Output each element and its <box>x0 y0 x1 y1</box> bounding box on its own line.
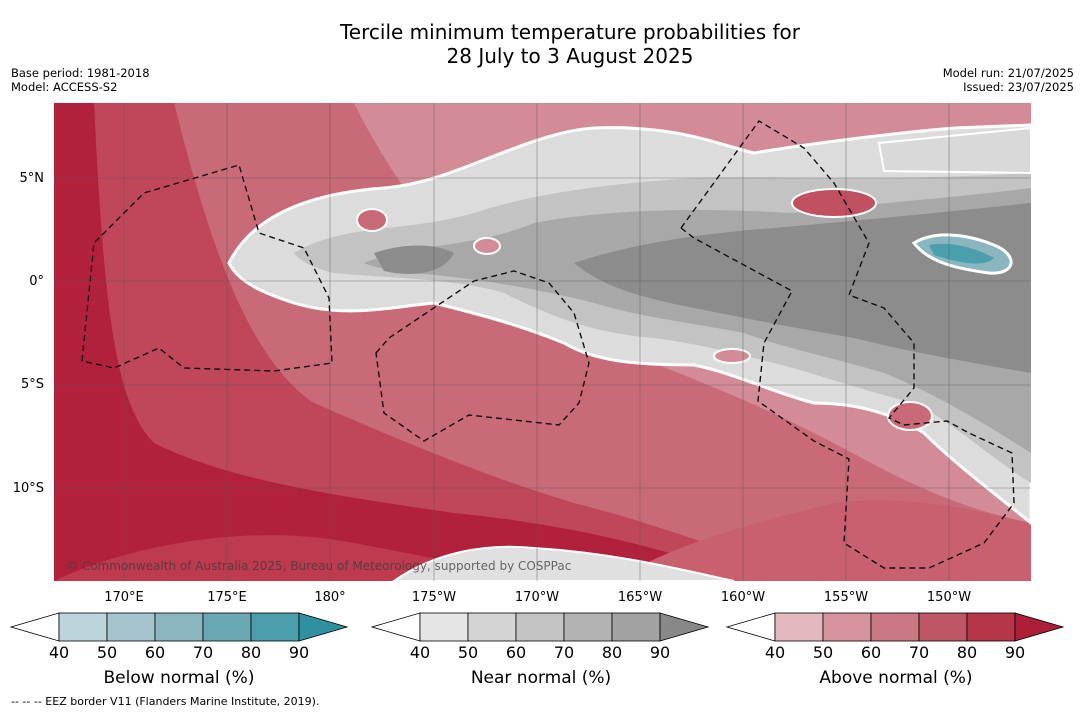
colorbar-1 <box>370 612 710 642</box>
tick: 80 <box>601 643 623 662</box>
tick: 50 <box>812 643 834 662</box>
colorbar-2 <box>725 612 1065 642</box>
above-normal-label: Above normal (%) <box>819 668 973 688</box>
tick: 50 <box>96 643 118 662</box>
colorbar-extend-high <box>1014 612 1065 642</box>
tick: 90 <box>649 643 671 662</box>
colorbar-segment <box>154 612 204 642</box>
lon-label: 170°E <box>104 590 144 605</box>
red-patch <box>356 208 388 232</box>
tick: 80 <box>240 643 262 662</box>
colorbar-extend-high <box>298 612 349 642</box>
model-name: Model: ACCESS-S2 <box>11 80 118 94</box>
colorbar-extend-low <box>725 612 776 642</box>
tick: 60 <box>505 643 527 662</box>
colorbar-segment <box>515 612 565 642</box>
colorbar-segment <box>250 612 300 642</box>
tick: 40 <box>409 643 431 662</box>
colorbar-segment <box>58 612 108 642</box>
colorbar-segment <box>870 612 920 642</box>
tick: 50 <box>457 643 479 662</box>
lon-label: 155°W <box>823 590 869 605</box>
colorbar-extend-low <box>370 612 421 642</box>
tick: 80 <box>956 643 978 662</box>
title-line-2: 28 July to 3 August 2025 <box>446 44 694 68</box>
near-south-patch <box>392 545 735 581</box>
lat-label: 0° <box>29 274 44 289</box>
lon-label: 170°W <box>514 590 560 605</box>
tick: 70 <box>908 643 930 662</box>
lon-label: 165°W <box>617 590 663 605</box>
colorbar-0 <box>9 612 349 642</box>
colorbar-segment <box>467 612 517 642</box>
colorbar-segment <box>774 612 824 642</box>
lon-label: 175°W <box>411 590 457 605</box>
copyright-text: © Commonwealth of Australia 2025, Bureau… <box>66 559 572 573</box>
colorbar-segment <box>202 612 252 642</box>
lat-label: 10°S <box>12 481 44 496</box>
red-patch <box>713 348 751 364</box>
eez-footnote: -- -- -- EEZ border V11 (Flanders Marine… <box>11 695 320 708</box>
title-line-1: Tercile minimum temperature probabilitie… <box>339 20 801 44</box>
eez-borders <box>81 120 1015 569</box>
tick: 60 <box>144 643 166 662</box>
above-south-band <box>614 500 1031 581</box>
tick: 60 <box>860 643 882 662</box>
colorbar-segment <box>611 612 661 642</box>
colorbar-segment <box>966 612 1016 642</box>
base-period: Base period: 1981-2018 <box>11 66 150 80</box>
tick: 40 <box>764 643 786 662</box>
colorbar-segment <box>822 612 872 642</box>
near-normal-label: Near normal (%) <box>470 668 612 688</box>
issued-date: Issued: 23/07/2025 <box>963 80 1074 94</box>
lat-label: 5°S <box>20 377 44 392</box>
tick: 90 <box>1004 643 1026 662</box>
colorbar-extend-low <box>9 612 60 642</box>
colorbar-extend-high <box>659 612 710 642</box>
lon-label: 160°W <box>720 590 766 605</box>
tick: 40 <box>48 643 70 662</box>
lon-label: 150°W <box>926 590 972 605</box>
near-ne-patch <box>877 126 1031 175</box>
red-patch <box>887 401 933 431</box>
colorbar-segment <box>419 612 469 642</box>
colorbars <box>9 612 1065 642</box>
tick: 70 <box>553 643 575 662</box>
tick: 70 <box>192 643 214 662</box>
meta-left: Base period: 1981-2018 Model: ACCESS-S2 <box>11 66 150 94</box>
lon-label: 180° <box>314 590 346 605</box>
model-run: Model run: 21/07/2025 <box>942 66 1074 80</box>
colorbar-segment <box>918 612 968 642</box>
below-normal-core <box>929 243 994 264</box>
tick: 90 <box>288 643 310 662</box>
meta-right: Model run: 21/07/2025 Issued: 23/07/2025 <box>943 66 1074 94</box>
map-title: Tercile minimum temperature probabilitie… <box>0 20 1085 68</box>
lon-label: 175°E <box>207 590 247 605</box>
map-canvas <box>54 103 1031 581</box>
gridlines <box>54 103 1031 581</box>
red-patch <box>791 188 877 218</box>
probability-map: © Commonwealth of Australia 2025, Bureau… <box>54 103 1031 581</box>
colorbar-segment <box>563 612 613 642</box>
lat-label: 5°N <box>19 171 45 186</box>
below-normal-label: Below normal (%) <box>103 668 255 688</box>
colorbar-segment <box>106 612 156 642</box>
red-patch <box>473 237 501 255</box>
